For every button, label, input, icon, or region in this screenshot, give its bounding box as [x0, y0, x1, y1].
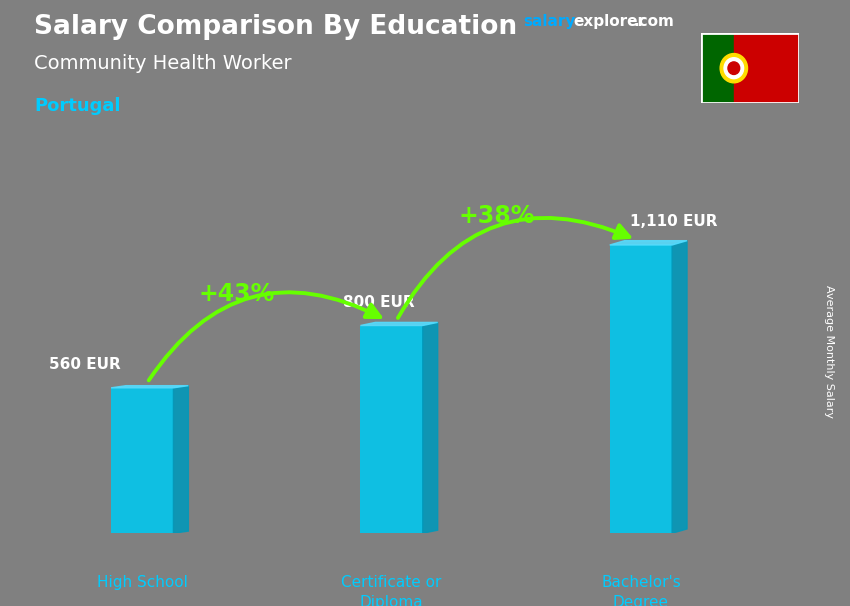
- Polygon shape: [609, 241, 687, 245]
- Text: +43%: +43%: [199, 282, 275, 307]
- Text: Community Health Worker: Community Health Worker: [34, 54, 292, 73]
- Text: High School: High School: [97, 575, 188, 590]
- Bar: [111, 388, 173, 533]
- Bar: [360, 325, 422, 533]
- Circle shape: [724, 58, 744, 79]
- Text: salary: salary: [523, 14, 575, 28]
- Text: 560 EUR: 560 EUR: [49, 358, 121, 372]
- Text: Portugal: Portugal: [34, 97, 121, 115]
- Text: +38%: +38%: [458, 204, 535, 228]
- Circle shape: [728, 62, 740, 75]
- Text: 800 EUR: 800 EUR: [343, 295, 415, 310]
- Polygon shape: [173, 385, 189, 533]
- Polygon shape: [111, 385, 189, 388]
- Text: 1,110 EUR: 1,110 EUR: [630, 215, 717, 230]
- Text: explorer: explorer: [574, 14, 646, 28]
- Text: Salary Comparison By Education: Salary Comparison By Education: [34, 15, 517, 40]
- Text: Average Monthly Salary: Average Monthly Salary: [824, 285, 834, 418]
- Circle shape: [720, 53, 747, 83]
- Text: .com: .com: [633, 14, 674, 28]
- Bar: [609, 245, 672, 533]
- Text: Bachelor's
Degree: Bachelor's Degree: [601, 575, 681, 606]
- Polygon shape: [360, 322, 438, 325]
- Polygon shape: [422, 322, 438, 533]
- Polygon shape: [672, 241, 687, 533]
- Bar: [701, 33, 734, 103]
- Bar: [734, 33, 799, 103]
- Text: Certificate or
Diploma: Certificate or Diploma: [342, 575, 442, 606]
